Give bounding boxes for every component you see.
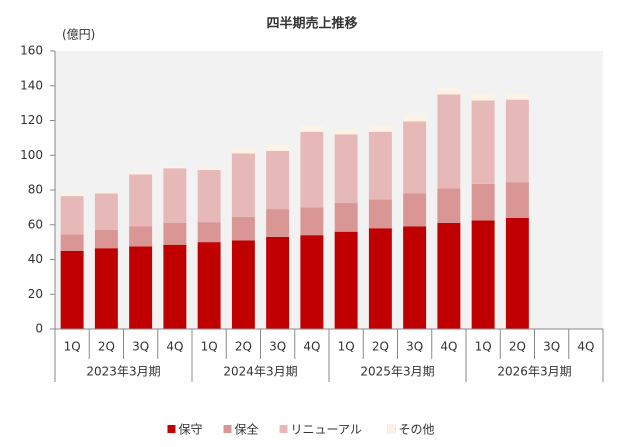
bar-segment [437,87,461,95]
x-tick-label: 4Q [440,340,457,354]
bar-segment [197,167,221,171]
group-label: 2024年3月期 [223,365,297,379]
x-tick-label: 2Q [235,340,252,354]
bar-segment [505,217,529,329]
bar-segment [334,130,358,135]
y-tick-label: 100 [20,148,43,162]
bar-segment [197,242,221,329]
bar-segment [129,246,153,329]
bar-segment [163,244,187,329]
bar-segment [471,100,495,184]
x-tick-label: 4Q [166,340,183,354]
legend-swatch [167,425,176,433]
bar-segment [334,231,358,329]
bar-segment [60,234,84,251]
bar-segment [231,216,255,241]
y-tick-label: 140 [20,78,43,92]
bar-segment [94,191,118,194]
bar-segment [471,220,495,329]
bar-segment [403,193,427,227]
bar-segment [403,121,427,194]
x-tick-label: 3Q [132,340,149,354]
bar-segment [505,99,529,183]
y-unit: (億円) [62,28,95,42]
bar-segment [60,196,84,235]
bar-segment [163,223,187,245]
bar-segment [300,235,324,329]
x-tick-label: 2Q [509,340,526,354]
group-label: 2023年3月期 [86,365,160,379]
y-tick-label: 120 [20,113,43,127]
bar-segment [129,226,153,247]
bar-segment [60,250,84,329]
bar-segment [129,174,153,227]
bar-segment [231,153,255,217]
bar-segment [368,131,392,200]
bar-segment [505,182,529,218]
y-tick-label: 80 [28,183,43,197]
bar-segment [231,240,255,329]
bar-segment [300,131,324,208]
bar-segment [129,171,153,175]
y-tick-label: 0 [35,322,43,336]
bar-segment [403,226,427,329]
bar-segment [60,193,84,197]
legend-swatch [387,424,396,434]
legend-label: 保守 [179,423,203,437]
bar-segment [266,236,290,329]
bar-segment [437,94,461,189]
x-tick-label: 1Q [475,340,492,354]
x-tick-label: 1Q [64,340,81,354]
bar-segment [368,125,392,132]
bar-segment [94,248,118,329]
bar-segment [505,93,529,100]
x-tick-label: 1Q [201,340,218,354]
legend-label: リニューアル [291,423,362,437]
x-tick-label: 3Q [543,340,560,354]
y-tick-label: 60 [28,217,43,231]
bar-segment [334,203,358,232]
bar-segment [368,228,392,329]
group-label: 2025年3月期 [360,365,434,379]
bar-segment [437,223,461,329]
bar-segment [334,134,358,204]
bar-segment [266,144,290,151]
bar-segment [163,168,187,224]
legend-swatch [279,425,288,433]
x-tick-label: 2Q [372,340,389,354]
group-label: 2026年3月期 [497,365,571,379]
bar-segment [471,183,495,221]
x-tick-label: 4Q [303,340,320,354]
legend-label: その他 [399,423,435,437]
x-tick-label: 1Q [338,340,355,354]
bar-segment [300,207,324,236]
x-tick-label: 2Q [98,340,115,354]
bar-segment [197,170,221,223]
y-tick-label: 20 [28,287,43,301]
x-tick-label: 4Q [577,340,594,354]
bar-segment [197,222,221,243]
bar-segment [266,209,290,237]
bar-segment [266,150,290,210]
bar-segment [300,125,324,132]
y-tick-label: 40 [28,252,43,266]
x-tick-label: 3Q [269,340,286,354]
bar-segment [94,229,118,249]
chart-title: 四半期売上推移 [266,16,357,32]
bar-segment [471,93,495,101]
bar-segment [231,148,255,154]
y-tick-label: 160 [20,44,43,58]
legend-label: 保全 [235,422,259,437]
bar-segment [403,115,427,122]
x-tick-label: 3Q [406,340,423,354]
bar-segment [94,193,118,230]
bar-segment [437,188,461,224]
bar-segment [163,166,187,169]
bar-segment [368,199,392,229]
legend-swatch [223,425,232,433]
